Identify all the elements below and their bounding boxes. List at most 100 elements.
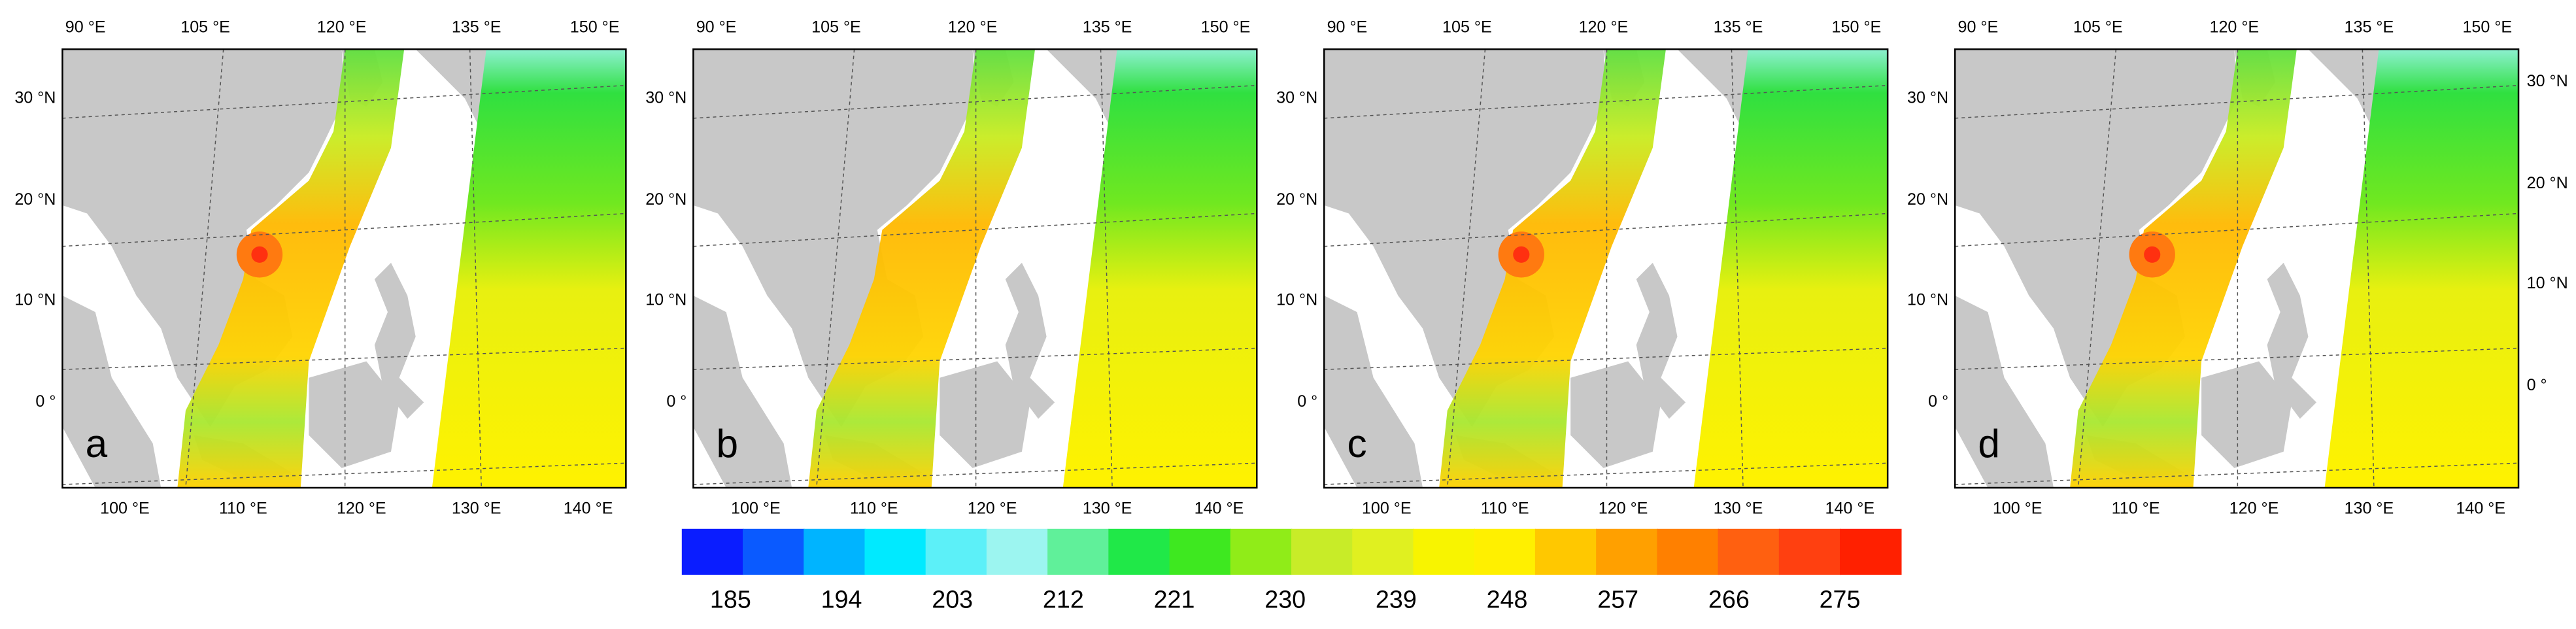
land: [1636, 262, 1686, 419]
graticule: [1955, 347, 2519, 370]
lon-label: 90 °E: [696, 18, 737, 36]
colorbar-swatch: [1474, 528, 1536, 575]
colorbar-tick-label: 185: [710, 585, 751, 613]
lat-label: 10 °N: [14, 290, 56, 309]
colorbar-swatch: [1291, 528, 1353, 575]
lon-label: 120 °E: [2229, 499, 2279, 517]
lat-label: 30 °N: [1907, 88, 1948, 107]
lon-label: 140 °E: [2456, 499, 2505, 517]
lat-label: 30 °N: [2527, 72, 2568, 90]
graticule: [1324, 347, 1888, 370]
swath-east: [432, 49, 626, 488]
swath-west: [1439, 49, 1666, 488]
lat-label: 20 °N: [1907, 190, 1948, 209]
lon-label: 100 °E: [100, 499, 150, 517]
lat-label: 10 °N: [2527, 274, 2568, 292]
colorbar-swatch: [1352, 528, 1414, 575]
panel-label: a: [86, 421, 108, 466]
graticule: [1324, 462, 1888, 485]
lat-label: 0 °: [35, 392, 56, 411]
lat-label: 20 °N: [645, 190, 686, 209]
colorbar-tick-label: 266: [1708, 585, 1750, 613]
lat-label: 10 °N: [1907, 290, 1948, 309]
land: [940, 361, 1030, 468]
lon-label: 130 °E: [1083, 499, 1132, 517]
colorbar-swatch: [1596, 528, 1658, 575]
graticule: [1446, 49, 1486, 488]
land: [693, 296, 792, 488]
swath-east: [1693, 49, 1888, 488]
colorbar-tick-label: 257: [1597, 585, 1638, 613]
lon-label: 135 °E: [2345, 18, 2394, 36]
lon-label: 90 °E: [65, 18, 106, 36]
lon-label: 150 °E: [570, 18, 620, 36]
lon-label: 120 °E: [1579, 18, 1629, 36]
lat-label: 10 °N: [1276, 290, 1317, 309]
colorbar-tick-label: 221: [1154, 585, 1195, 613]
colorbar-swatch: [986, 528, 1049, 575]
lon-label: 140 °E: [1195, 499, 1244, 517]
colorbar-swatch: [1108, 528, 1170, 575]
graticule: [693, 462, 1257, 485]
colorbar-swatch: [864, 528, 926, 575]
lon-label: 110 °E: [219, 499, 267, 517]
lat-label: 0 °: [2527, 376, 2547, 394]
lon-label: 100 °E: [731, 499, 781, 517]
land: [309, 361, 399, 468]
graticule: [693, 212, 1257, 247]
colorbar-swatch: [1534, 528, 1597, 575]
map-panel: d: [1954, 48, 2520, 489]
graticule: [2362, 49, 2375, 488]
map-frame: [692, 48, 1258, 489]
typhoon-eye: [2144, 246, 2161, 263]
graticule: [1100, 49, 1113, 488]
land: [374, 262, 424, 419]
lon-label: 110 °E: [1481, 499, 1529, 517]
colorbar-tick-label: 248: [1487, 585, 1528, 613]
land: [62, 296, 161, 488]
colorbar-tick-label: 275: [1820, 585, 1861, 613]
colorbar-swatch: [1047, 528, 1110, 575]
lon-label: 150 °E: [2462, 18, 2512, 36]
map-frame: [61, 48, 627, 489]
lon-label: 120 °E: [317, 18, 367, 36]
land: [1570, 361, 1661, 468]
swath-west: [2070, 49, 2297, 488]
colorbar-swatch: [681, 528, 744, 575]
map-panel: c: [1323, 48, 1889, 489]
graticule: [816, 49, 855, 488]
lon-label: 135 °E: [1083, 18, 1132, 36]
graticule: [1731, 49, 1744, 488]
graticule: [62, 212, 626, 247]
lon-label: 90 °E: [1957, 18, 1998, 36]
colorbar-swatch: [1413, 528, 1475, 575]
lon-label: 105 °E: [1442, 18, 1492, 36]
lat-label: 30 °N: [14, 88, 56, 107]
lat-label: 20 °N: [2527, 174, 2568, 192]
colorbar-swatch: [743, 528, 805, 575]
colorbar-swatch: [1230, 528, 1293, 575]
graticule: [1955, 462, 2519, 485]
land: [2201, 361, 2292, 468]
swath-east: [1062, 49, 1257, 488]
colorbar-swatch: [1169, 528, 1232, 575]
graticule: [185, 49, 224, 488]
graticule: [693, 84, 1257, 119]
colorbar-tick-label: 239: [1376, 585, 1417, 613]
typhoon-eye: [251, 246, 268, 263]
lon-label: 140 °E: [1825, 499, 1875, 517]
panel-label: c: [1347, 421, 1366, 466]
lon-label: 135 °E: [452, 18, 501, 36]
lon-label: 90 °E: [1327, 18, 1368, 36]
graticule: [62, 347, 626, 370]
colorbar-swatch: [804, 528, 866, 575]
colorbar-swatch: [1718, 528, 1780, 575]
graticule: [2077, 49, 2117, 488]
lon-label: 140 °E: [564, 499, 613, 517]
colorbar-tick-label: 230: [1264, 585, 1306, 613]
graticule: [1955, 84, 2519, 119]
lon-label: 120 °E: [968, 499, 1017, 517]
panel-label: d: [1978, 421, 2000, 466]
lat-label: 0 °: [666, 392, 686, 411]
